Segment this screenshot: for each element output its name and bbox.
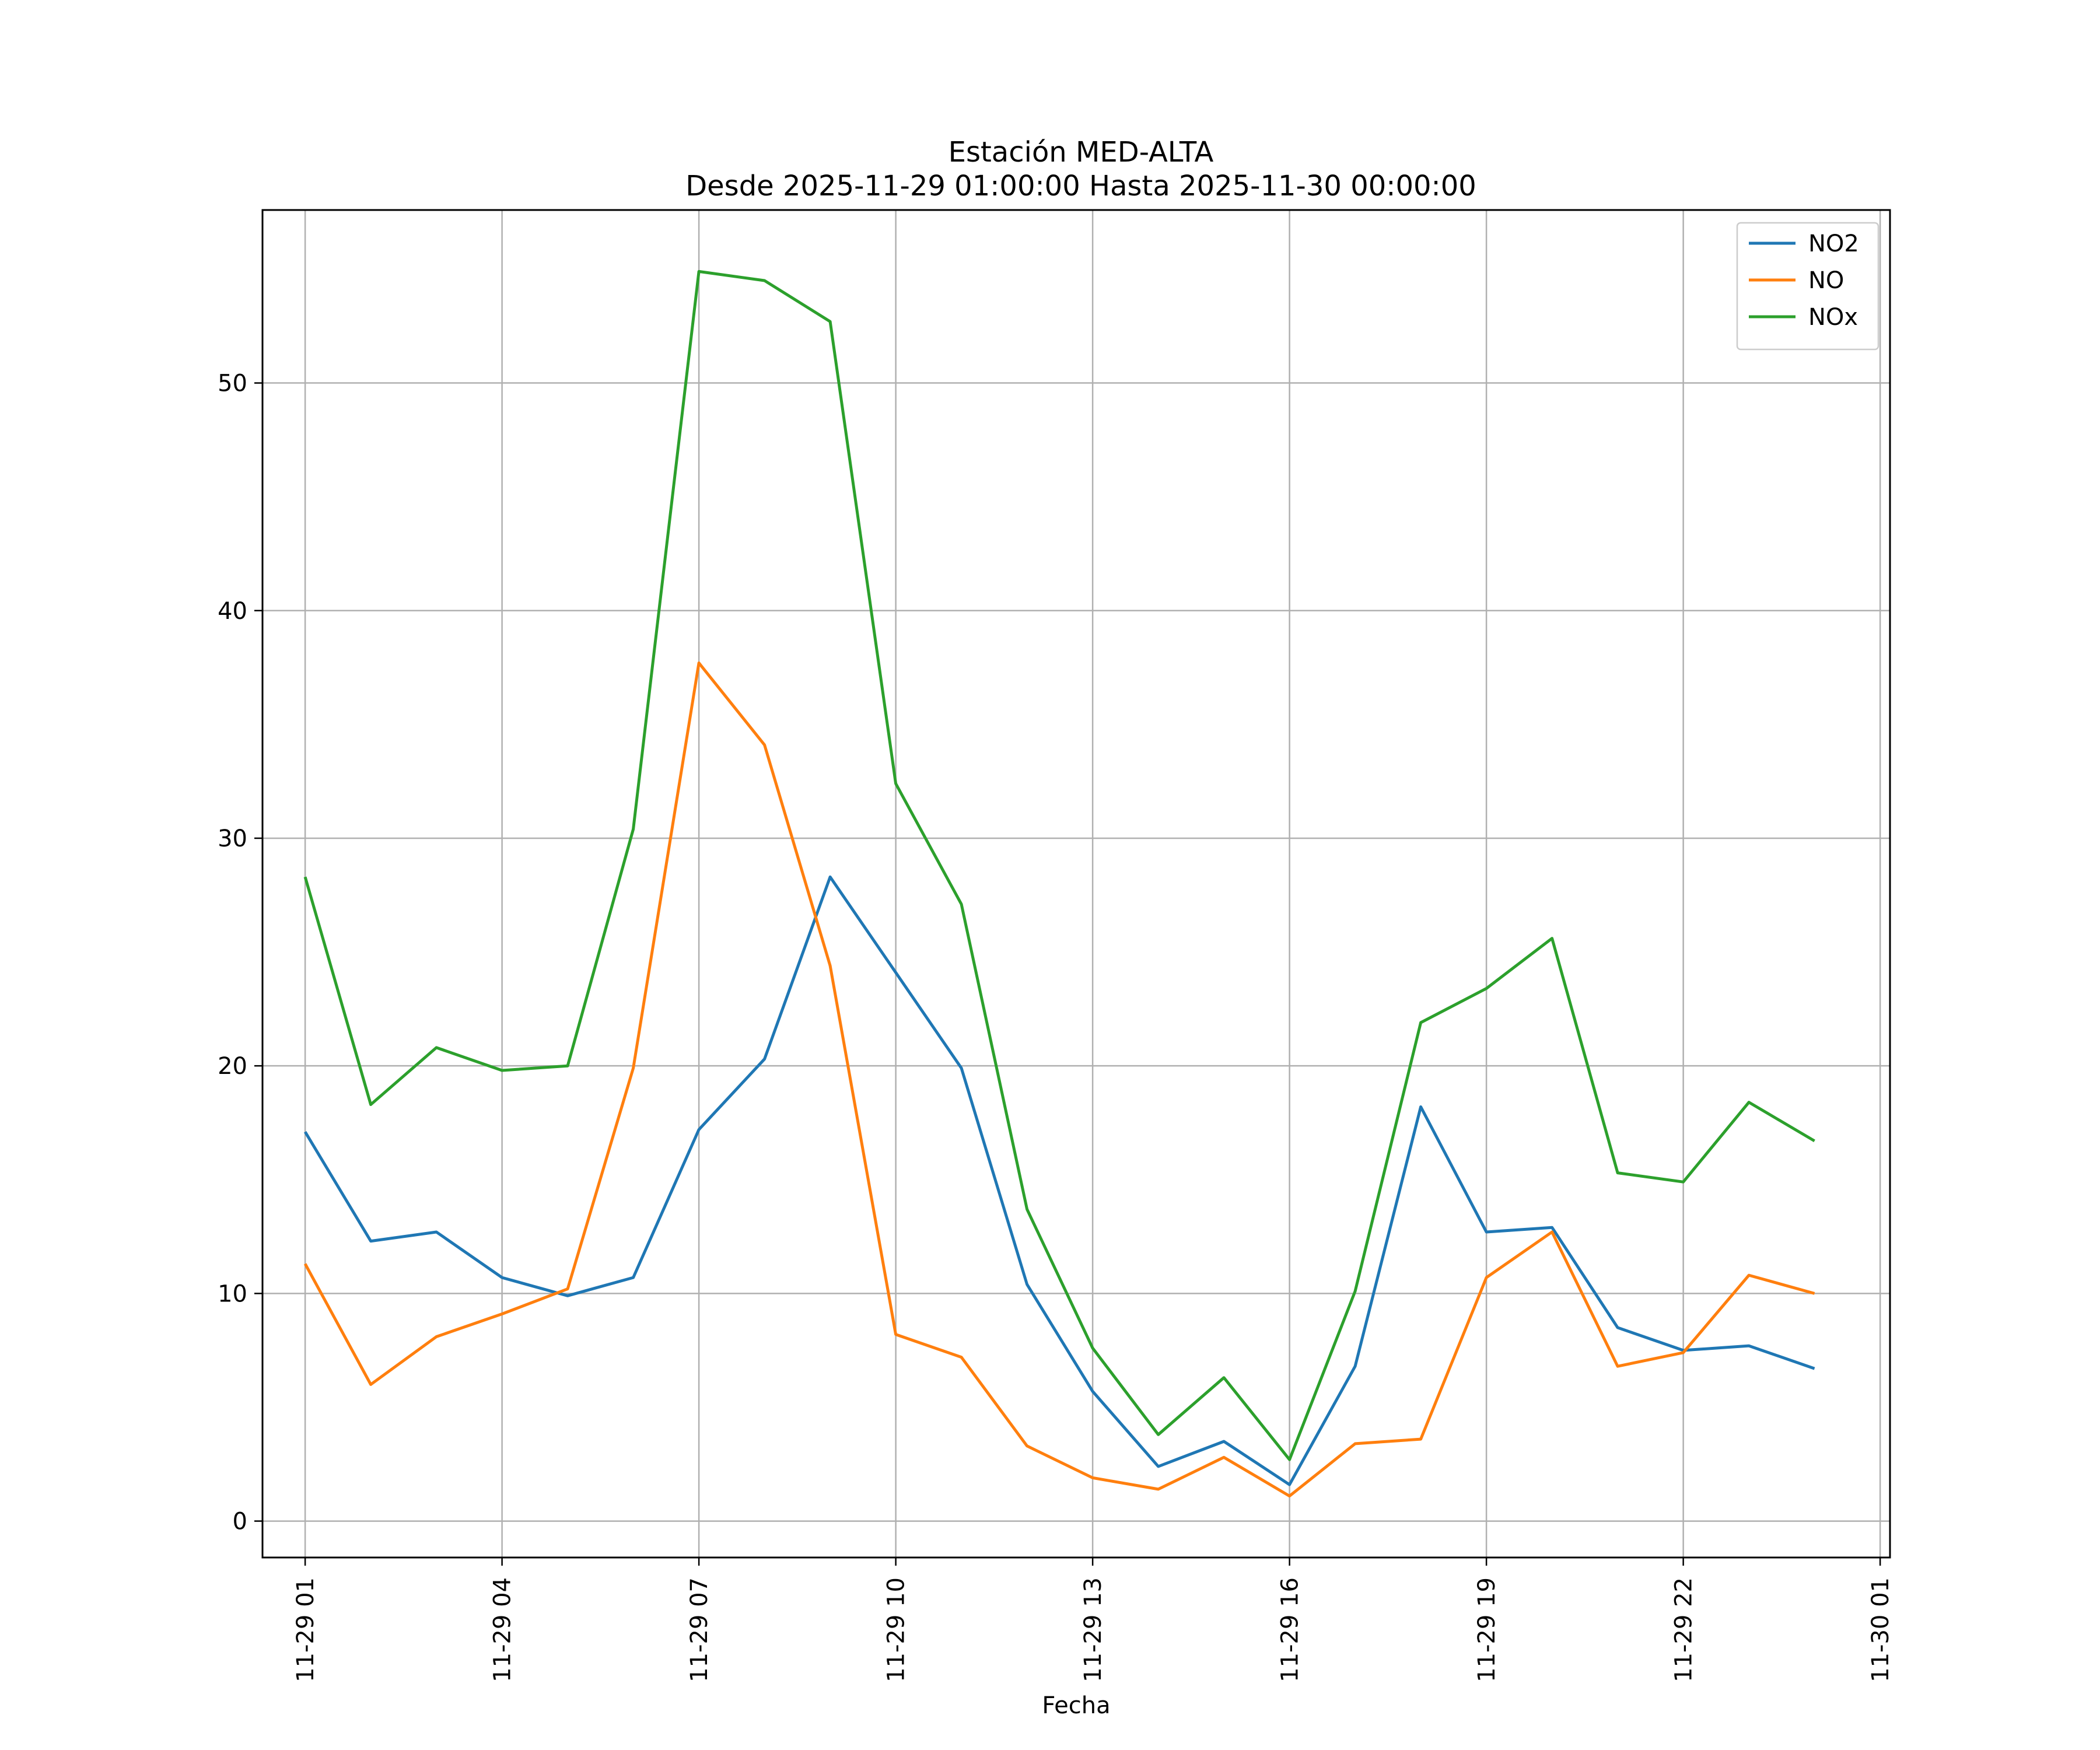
- y-tick-label: 50: [218, 370, 247, 397]
- y-tick-label: 10: [218, 1280, 247, 1307]
- y-tick-label: 30: [218, 825, 247, 852]
- y-axis: 0 10 20 30 40 50: [218, 370, 262, 1535]
- x-axis-label: Fecha: [1042, 1692, 1110, 1719]
- legend-label-no2: NO2: [1808, 230, 1859, 257]
- y-tick-label: 40: [218, 598, 247, 625]
- series-layer: [303, 270, 1815, 1498]
- x-tick-label: 11-29 07: [686, 1577, 713, 1682]
- y-tick-label: 0: [233, 1508, 247, 1535]
- grid: [262, 210, 1890, 1558]
- x-tick-label: 11-29 13: [1080, 1577, 1107, 1682]
- x-tick-label: 11-29 04: [489, 1577, 516, 1682]
- legend-label-no: NO: [1808, 267, 1844, 294]
- x-tick-label: 11-29 10: [883, 1577, 910, 1682]
- x-tick-label: 11-30 01: [1867, 1577, 1894, 1682]
- x-axis: 11-29 01 11-29 04 11-29 07 11-29 10 11-29 13…: [292, 1558, 1894, 1682]
- x-tick-label: 11-29 01: [292, 1577, 319, 1682]
- legend-label-nox: NOx: [1808, 304, 1858, 331]
- legend: NO2 NO NOx: [1736, 222, 1880, 351]
- series-line-nox: [303, 270, 1815, 1461]
- x-tick-label: 11-29 16: [1277, 1577, 1304, 1682]
- chart-subtitle: Desde 2025-11-29 01:00:00 Hasta 2025-11-…: [685, 170, 1476, 202]
- x-tick-label: 11-29 22: [1671, 1577, 1698, 1682]
- x-tick-label: 11-29 19: [1474, 1577, 1500, 1682]
- chart-title: Estación MED-ALTA: [949, 136, 1214, 169]
- series-line-no: [303, 662, 1815, 1498]
- plot-frame: [261, 209, 1891, 1559]
- y-tick-label: 20: [218, 1053, 247, 1080]
